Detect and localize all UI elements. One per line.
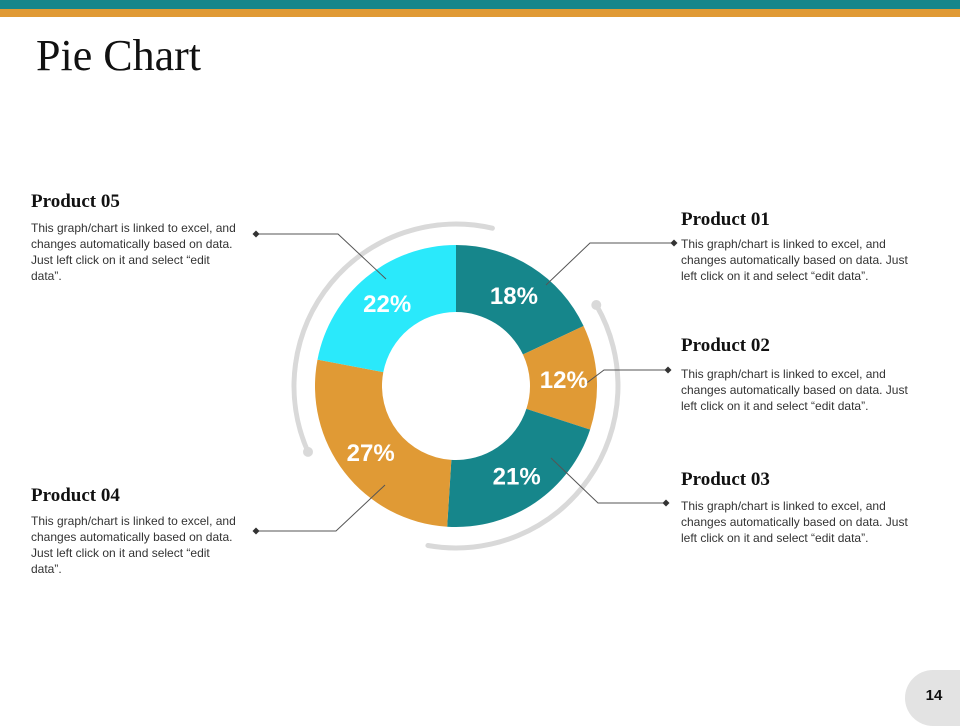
leader-line-product-03 xyxy=(550,457,666,504)
leader-marker-product-01 xyxy=(670,239,678,247)
product-02-title: Product 02 xyxy=(681,335,770,356)
leader-line-product-01 xyxy=(545,242,674,286)
slice-label-product-02: 12% xyxy=(540,367,588,394)
leader-marker-product-03 xyxy=(662,499,670,507)
decorative-ring xyxy=(291,221,621,551)
ring-dot-left xyxy=(303,446,313,457)
slice-product-05 xyxy=(317,245,456,373)
leader-marker-product-04 xyxy=(252,527,260,535)
slice-product-04 xyxy=(315,359,452,527)
page-title: Pie Chart xyxy=(36,31,201,80)
leader-line-product-05 xyxy=(256,233,387,280)
leader-lines xyxy=(252,230,678,535)
ring-arc-right xyxy=(425,302,621,551)
donut-slices xyxy=(315,245,597,527)
product-01-description: This graph/chart is linked to excel, and… xyxy=(681,237,908,283)
leader-marker-product-02 xyxy=(664,366,672,374)
leader-line-product-02 xyxy=(583,369,668,386)
page-number: 14 xyxy=(925,687,943,704)
slice-labels: 18% 12% 21% 27% 22% xyxy=(347,283,588,491)
product-05-title: Product 05 xyxy=(31,191,120,212)
product-04-description: This graph/chart is linked to excel, and… xyxy=(31,514,236,576)
product-03-description: This graph/chart is linked to excel, and… xyxy=(681,499,908,545)
leader-line-product-04 xyxy=(256,484,386,532)
product-02-description: This graph/chart is linked to excel, and… xyxy=(681,367,908,413)
slice-label-product-05: 22% xyxy=(363,291,411,318)
leader-marker-product-05 xyxy=(252,230,260,238)
product-05-description: This graph/chart is linked to excel, and… xyxy=(31,221,236,283)
product-03-title: Product 03 xyxy=(681,469,770,490)
slice-product-03 xyxy=(447,408,591,527)
header-bar-orange xyxy=(0,9,960,17)
slice-product-02 xyxy=(522,325,597,430)
product-01-title: Product 01 xyxy=(681,209,770,230)
ring-dot-right xyxy=(591,300,602,310)
slice-label-product-03: 21% xyxy=(493,463,541,490)
product-04-title: Product 04 xyxy=(31,485,120,506)
slice-product-01 xyxy=(456,245,584,355)
slice-label-product-04: 27% xyxy=(347,440,395,467)
header-bar-teal xyxy=(0,0,960,9)
page-number-badge xyxy=(905,670,960,726)
slice-label-product-01: 18% xyxy=(490,283,538,310)
ring-arc-left xyxy=(291,221,495,455)
